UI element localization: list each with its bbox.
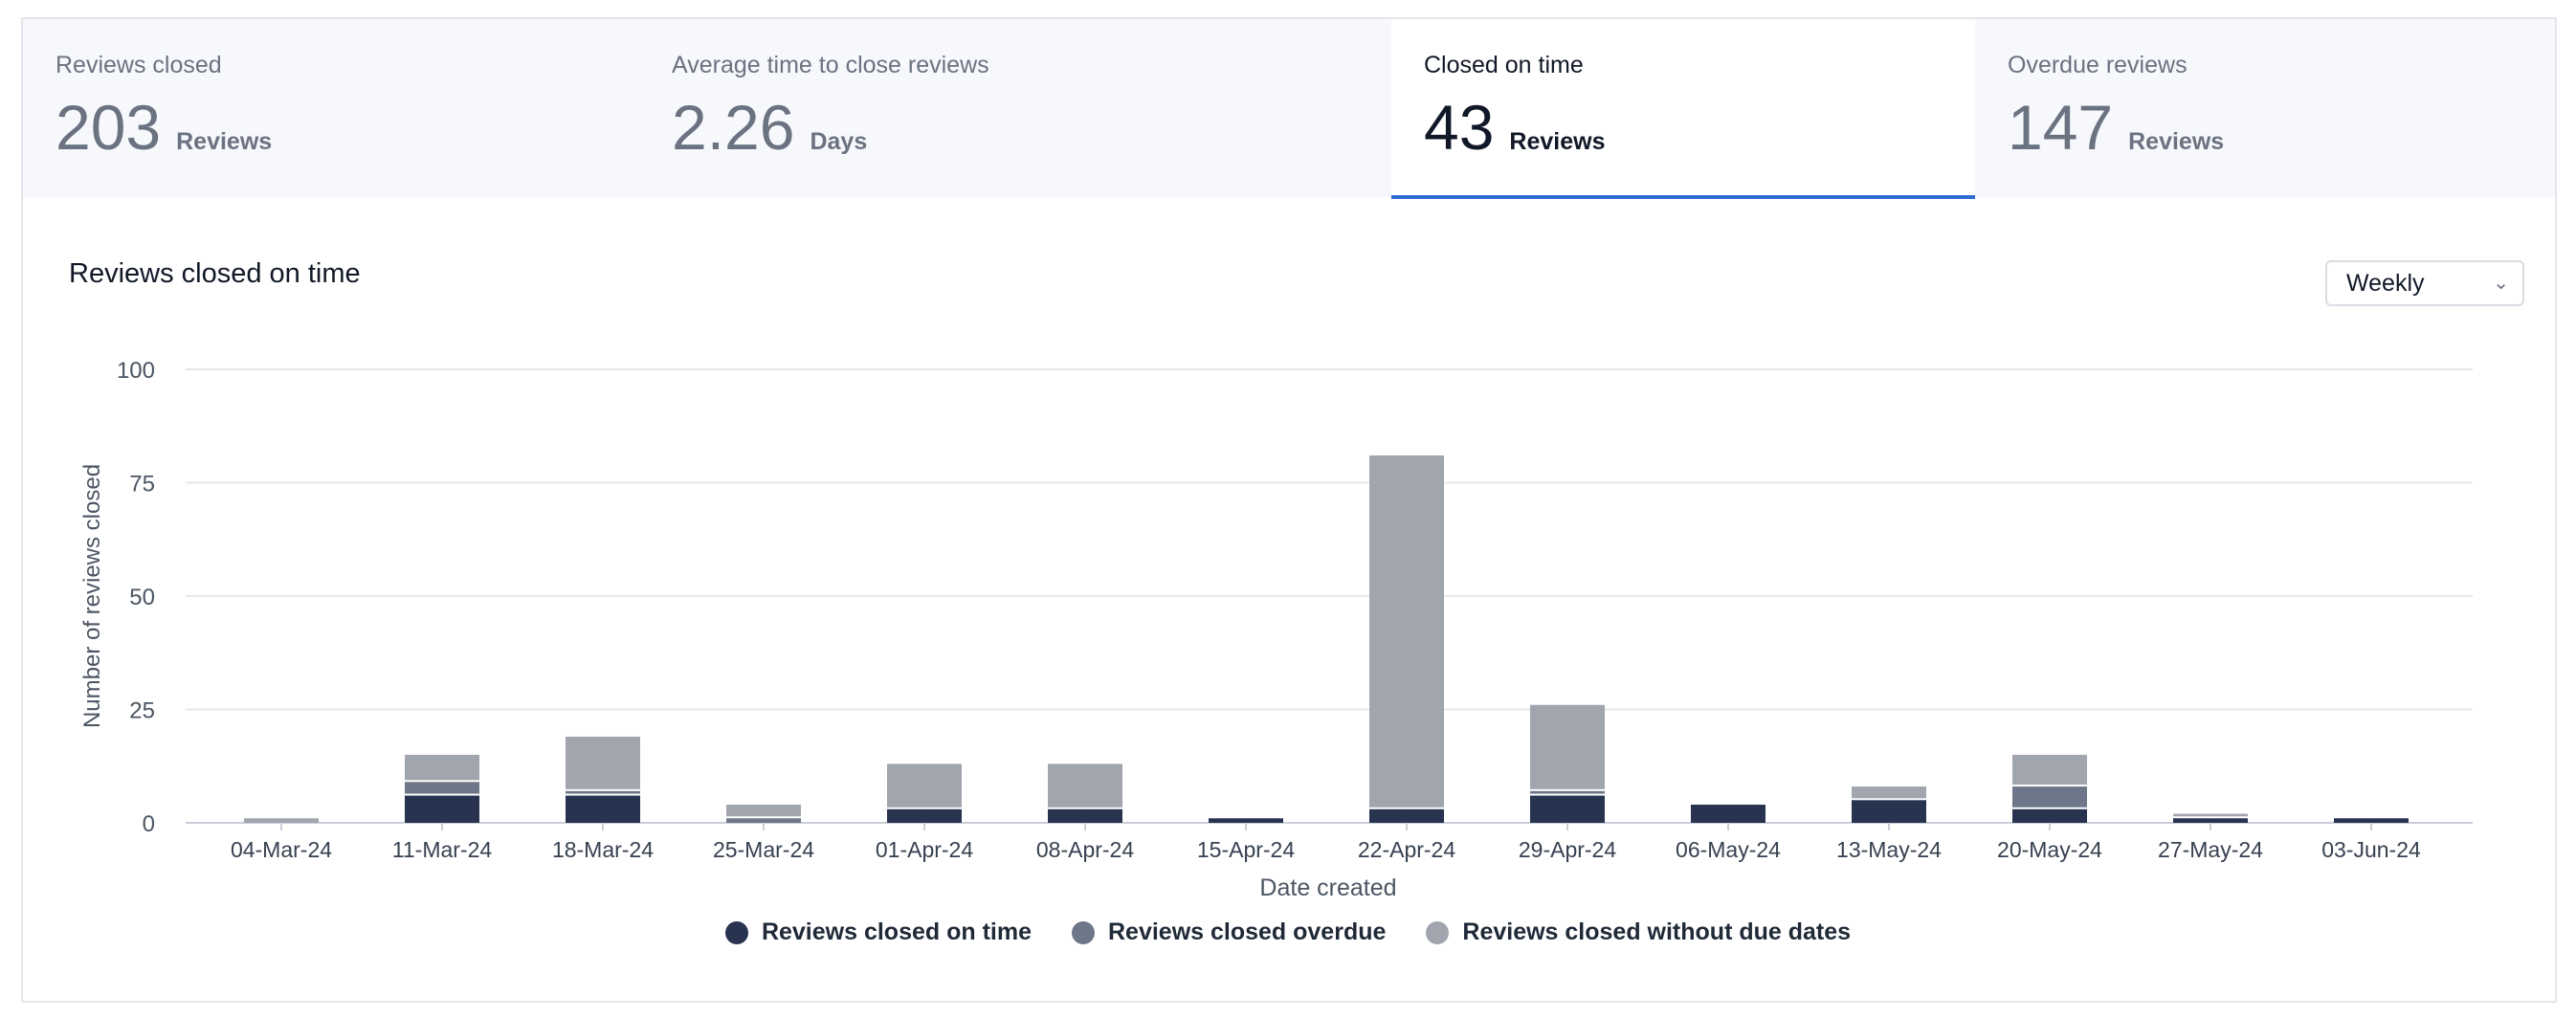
- bar-segment: [887, 808, 962, 823]
- y-tick-label: 0: [143, 811, 155, 837]
- bar-segment: [566, 790, 640, 794]
- kpi-value: 43: [1424, 92, 1495, 163]
- x-tick-label: 03-Jun-24: [2321, 837, 2421, 862]
- bar-segment: [726, 818, 801, 823]
- x-tick-label: 22-Apr-24: [1358, 837, 1455, 862]
- x-tick-label: 04-Mar-24: [231, 837, 332, 862]
- kpi-value: 2.26: [672, 92, 795, 163]
- x-tick-label: 08-Apr-24: [1036, 837, 1134, 862]
- bar-segment: [244, 818, 319, 823]
- y-tick-label: 50: [129, 585, 155, 610]
- bar-segment: [726, 805, 801, 817]
- x-axis-label: Date created: [1259, 874, 1396, 901]
- y-tick-label: 100: [117, 358, 155, 384]
- kpi-value: 147: [2008, 92, 2114, 163]
- bar-segment: [2334, 818, 2409, 823]
- kpi-value: 203: [56, 92, 162, 163]
- kpi-unit: Reviews: [176, 128, 273, 155]
- x-tick-label: 01-Apr-24: [876, 837, 973, 862]
- bar-segment: [1209, 818, 1283, 823]
- bar-segment: [2012, 786, 2087, 808]
- legend-swatch: [1426, 920, 1450, 944]
- kpi-tab-reviews-closed[interactable]: Reviews closed 203 Reviews: [23, 19, 639, 197]
- kpi-tabs: Reviews closed 203 Reviews Average time …: [23, 19, 2555, 199]
- x-tick-label: 18-Mar-24: [552, 837, 654, 862]
- x-tick-label: 11-Mar-24: [392, 837, 493, 862]
- period-select[interactable]: Weekly ⌄: [2325, 260, 2524, 306]
- chart-legend: Reviews closed on time Reviews closed ove…: [0, 918, 2576, 946]
- dashboard-card: Reviews closed 203 Reviews Average time …: [21, 17, 2557, 1003]
- period-select-value: Weekly: [2346, 269, 2425, 297]
- kpi-tab-closed-on-time[interactable]: Closed on time 43 Reviews: [1391, 19, 1975, 199]
- x-tick-label: 20-May-24: [1997, 837, 2102, 862]
- legend-label: Reviews closed on time: [761, 918, 1032, 945]
- y-tick-label: 75: [129, 472, 155, 498]
- chart-title: Reviews closed on time: [69, 258, 361, 289]
- bar-segment: [1530, 790, 1605, 794]
- bar-segment: [1852, 800, 1926, 823]
- legend-swatch: [724, 920, 748, 944]
- kpi-tab-average-time[interactable]: Average time to close reviews 2.26 Days: [639, 19, 1391, 197]
- legend-item[interactable]: Reviews closed on time: [724, 918, 1032, 946]
- kpi-label: Closed on time: [1424, 52, 1584, 78]
- y-axis-label: Number of reviews closed: [79, 464, 105, 728]
- x-tick-label: 25-Mar-24: [713, 837, 814, 862]
- kpi-unit: Days: [810, 128, 868, 155]
- kpi-unit: Reviews: [2128, 128, 2225, 155]
- bar-segment: [1530, 795, 1605, 823]
- legend-swatch: [1071, 920, 1095, 944]
- x-tick-label: 27-May-24: [2158, 837, 2263, 862]
- legend-label: Reviews closed overdue: [1107, 918, 1387, 945]
- legend-item[interactable]: Reviews closed overdue: [1071, 918, 1387, 946]
- kpi-label: Average time to close reviews: [672, 52, 989, 78]
- bar-segment: [1530, 704, 1605, 789]
- x-tick-label: 06-May-24: [1676, 837, 1781, 862]
- bar-segment: [1852, 786, 1926, 799]
- x-tick-label: 15-Apr-24: [1197, 837, 1295, 862]
- x-tick-label: 13-May-24: [1836, 837, 1942, 862]
- bar-segment: [1048, 764, 1122, 808]
- bar-segment: [1369, 455, 1444, 808]
- legend-item[interactable]: Reviews closed without due dates: [1426, 918, 1851, 946]
- legend-label: Reviews closed without due dates: [1462, 918, 1852, 945]
- kpi-unit: Reviews: [1509, 128, 1606, 155]
- kpi-label: Reviews closed: [56, 52, 222, 78]
- kpi-label: Overdue reviews: [2008, 52, 2187, 78]
- bar-segment: [887, 764, 962, 808]
- bar-segment: [1691, 805, 1765, 823]
- bar-segment: [2012, 754, 2087, 786]
- bar-segment: [566, 736, 640, 789]
- bar-segment: [1048, 808, 1122, 823]
- kpi-tab-overdue-reviews[interactable]: Overdue reviews 147 Reviews: [1975, 19, 2555, 197]
- y-tick-label: 25: [129, 698, 155, 724]
- bar-segment: [405, 754, 479, 781]
- bar-segment: [2012, 808, 2087, 823]
- bar-segment: [405, 795, 479, 823]
- bar-segment: [2173, 818, 2248, 823]
- bar-segment: [566, 795, 640, 823]
- chevron-down-icon: ⌄: [2493, 273, 2509, 294]
- bar-segment: [405, 782, 479, 794]
- x-tick-label: 29-Apr-24: [1519, 837, 1616, 862]
- bar-segment: [1369, 808, 1444, 823]
- bar-segment: [2173, 813, 2248, 817]
